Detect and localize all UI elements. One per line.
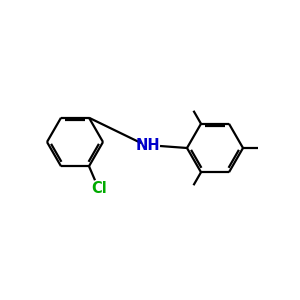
Text: NH: NH — [136, 137, 160, 152]
Text: Cl: Cl — [91, 181, 107, 196]
